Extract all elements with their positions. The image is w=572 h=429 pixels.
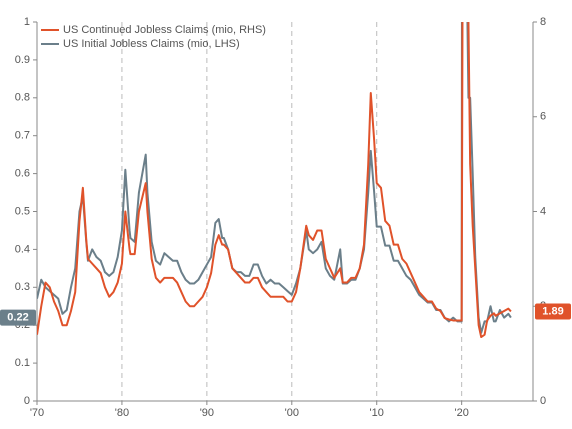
- y-tick-label: 0.9: [15, 54, 30, 66]
- y2-tick-label: 8: [540, 16, 546, 28]
- y-tick-label: 0.7: [15, 130, 30, 142]
- end-value-box: [535, 303, 571, 320]
- y-tick-label: 0: [24, 395, 30, 407]
- y2-tick-label: 4: [540, 205, 546, 217]
- y-tick-label: 1: [24, 16, 30, 28]
- x-tick-label: '70: [30, 407, 44, 419]
- y-tick-label: 0.8: [15, 92, 30, 104]
- end-value-label: 0.22: [7, 312, 28, 324]
- x-tick-label: '10: [370, 407, 384, 419]
- y-tick-label: 0.5: [15, 205, 30, 217]
- end-value-box: [0, 309, 36, 326]
- x-tick-label: '90: [200, 407, 214, 419]
- end-value-label: 1.89: [542, 305, 563, 317]
- y2-tick-label: 6: [540, 111, 546, 123]
- x-tick-label: '00: [285, 407, 299, 419]
- x-tick-label: '20: [454, 407, 468, 419]
- y-tick-label: 0.4: [15, 243, 30, 255]
- y-tick-label: 0.1: [15, 357, 30, 369]
- series-line: [37, 22, 512, 339]
- y-tick-label: 0.3: [15, 281, 30, 293]
- y2-tick-label: 0: [540, 395, 546, 407]
- y-tick-label: 0.6: [15, 168, 30, 180]
- legend-label: US Continued Jobless Claims (mio, RHS): [63, 24, 266, 36]
- legend-label: US Initial Jobless Claims (mio, LHS): [63, 38, 240, 50]
- x-tick-label: '80: [115, 407, 129, 419]
- series-line: [37, 22, 512, 334]
- plot-area: [37, 22, 512, 339]
